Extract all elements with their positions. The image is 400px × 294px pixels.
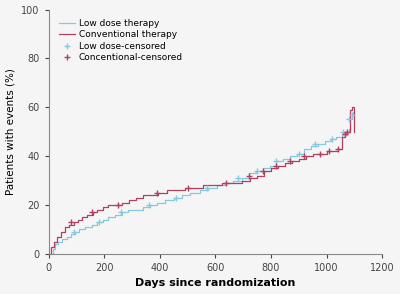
Legend: Low dose therapy, Conventional therapy, Low dose-censored, Concentional-censored: Low dose therapy, Conventional therapy, … <box>56 16 186 65</box>
Y-axis label: Patients with events (%): Patients with events (%) <box>6 68 16 195</box>
X-axis label: Days since randomization: Days since randomization <box>135 278 296 288</box>
